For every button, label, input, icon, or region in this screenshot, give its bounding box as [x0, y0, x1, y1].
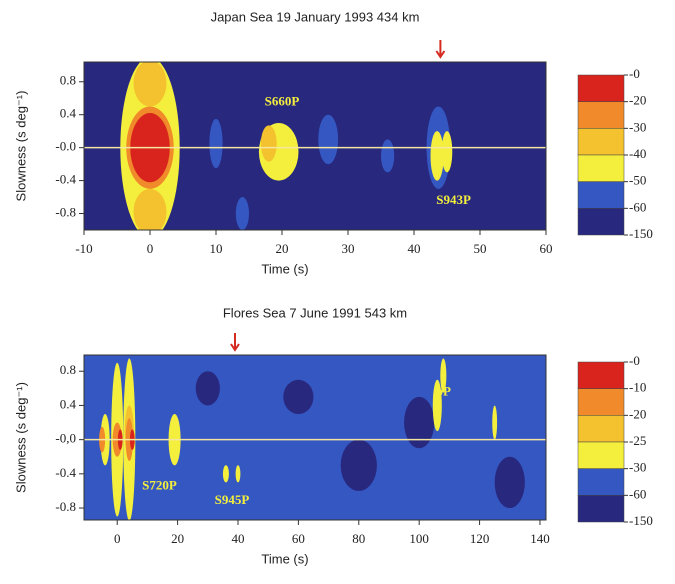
x-tick-label: 30 — [342, 241, 355, 256]
y-tick-label: -0,0 — [55, 431, 76, 446]
x-tick-label: -10 — [75, 241, 92, 256]
colorbar-label: -0 — [629, 353, 640, 368]
x-tick-label: 20 — [171, 531, 184, 546]
colorbar-label: -50 — [629, 173, 646, 188]
patch — [260, 125, 277, 162]
patch — [133, 62, 167, 107]
patch — [494, 456, 525, 509]
y-tick-label: 0.4 — [60, 106, 77, 121]
patch — [340, 439, 377, 491]
patch — [283, 379, 314, 414]
y-tick-label: -0.0 — [55, 139, 76, 154]
marker-arrow — [230, 333, 240, 352]
colorbar-label: -150 — [629, 513, 653, 528]
colorbar-swatch — [577, 468, 625, 496]
colorbar-swatch — [577, 74, 625, 102]
x-tick-label: 40 — [232, 531, 245, 546]
y-tick-label: -0.4 — [55, 172, 76, 187]
patch — [381, 139, 395, 173]
y-tick-label: -0.4 — [55, 465, 76, 480]
x-tick-label: 140 — [530, 531, 550, 546]
x-tick-label: 100 — [409, 531, 429, 546]
y-axis-label: Slowness (s deg⁻¹) — [13, 382, 28, 493]
patch — [235, 465, 241, 483]
colorbar-swatch — [577, 128, 625, 156]
colorbar-swatch — [577, 495, 625, 523]
x-tick-label: 50 — [474, 241, 487, 256]
x-tick-label: 80 — [352, 531, 365, 546]
chart-title: Flores Sea 7 June 1991 543 km — [223, 305, 407, 320]
x-tick-label: 120 — [470, 531, 490, 546]
plot-frame — [83, 61, 547, 231]
colorbar-swatch — [577, 441, 625, 469]
patch — [222, 465, 229, 483]
x-axis-label: Time (s) — [261, 261, 308, 276]
colorbar-label: -30 — [629, 460, 646, 475]
colorbar-swatch — [577, 388, 625, 416]
colorbar-swatch — [577, 361, 625, 389]
y-tick-label: 0.8 — [60, 73, 76, 88]
patch — [209, 118, 223, 169]
colorbar-label: -0 — [629, 66, 640, 81]
plot-frame — [83, 354, 547, 521]
y-tick-label: -0.8 — [55, 499, 76, 514]
y-tick-label: 0.4 — [60, 396, 77, 411]
colorbar-label: -60 — [629, 199, 646, 214]
annotation: S660P — [265, 93, 300, 108]
x-tick-label: 10 — [210, 241, 223, 256]
patch — [432, 379, 442, 432]
annotation: pP — [436, 384, 451, 399]
colorbar-swatch — [577, 154, 625, 182]
x-tick-label: 0 — [114, 531, 121, 546]
y-tick-label: -0.8 — [55, 205, 76, 220]
patch — [492, 405, 498, 440]
colorbar-label: -40 — [629, 146, 646, 161]
colorbar-swatch — [577, 101, 625, 129]
colorbar-label: -150 — [629, 226, 653, 241]
colorbar-swatch — [577, 208, 625, 236]
annotation: S945P — [215, 492, 250, 507]
patch — [440, 358, 447, 393]
marker-arrow — [435, 40, 446, 59]
x-axis-label: Time (s) — [261, 551, 308, 566]
patch — [195, 371, 220, 406]
colorbar-label: -60 — [629, 486, 646, 501]
colorbar-label: -10 — [629, 380, 646, 395]
annotation: S720P — [142, 478, 177, 493]
patch — [235, 197, 249, 230]
chart-title: Japan Sea 19 January 1993 434 km — [211, 9, 420, 24]
x-tick-label: 40 — [408, 241, 421, 256]
colorbar-label: -20 — [629, 406, 646, 421]
patch — [404, 396, 435, 449]
y-axis-label: Slowness (s deg⁻¹) — [13, 91, 28, 202]
plot-background — [84, 355, 546, 520]
plot-area — [120, 62, 453, 230]
x-tick-label: 60 — [292, 531, 305, 546]
colorbar-label: -25 — [629, 433, 646, 448]
x-tick-label: 0 — [147, 241, 154, 256]
x-tick-label: 60 — [540, 241, 553, 256]
annotation: S943P — [436, 192, 471, 207]
colorbar-swatch — [577, 415, 625, 443]
x-tick-label: 20 — [276, 241, 289, 256]
patch — [430, 131, 444, 181]
y-tick-label: 0.8 — [60, 362, 76, 377]
patch — [318, 114, 339, 165]
colorbar-swatch — [577, 181, 625, 209]
colorbar-label: -30 — [629, 119, 646, 134]
patch — [133, 188, 167, 230]
patch — [441, 131, 453, 173]
colorbar-label: -20 — [629, 93, 646, 108]
plot-area — [99, 358, 525, 520]
